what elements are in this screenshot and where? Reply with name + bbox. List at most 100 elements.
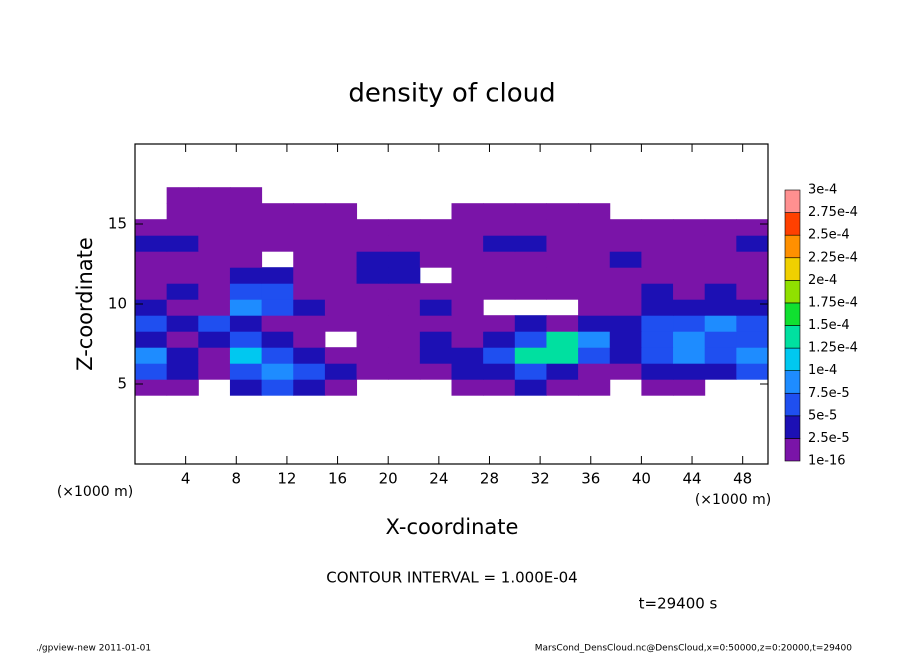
field-cell — [451, 219, 484, 236]
field-cell — [198, 235, 231, 252]
field-cell — [135, 315, 168, 332]
colorbar-segment — [784, 302, 801, 326]
field-cell — [229, 235, 263, 252]
field-cell — [135, 251, 168, 268]
colorbar-segment — [784, 392, 801, 417]
field-cell — [356, 331, 389, 348]
field-cell — [229, 347, 263, 364]
field-cell — [514, 347, 547, 364]
field-cell — [166, 379, 199, 396]
field-cell — [135, 347, 168, 364]
field-cell — [419, 251, 452, 268]
field-cell — [609, 219, 642, 236]
field-cell — [166, 187, 199, 204]
field-cell — [736, 267, 769, 284]
field-cell — [578, 203, 611, 220]
field-cell — [198, 203, 231, 220]
field-cell — [546, 235, 579, 252]
field-cell — [483, 203, 516, 220]
field-cell — [293, 203, 326, 220]
field-cell — [736, 347, 769, 364]
field-cell — [514, 315, 547, 332]
field-cell — [704, 235, 737, 252]
field-cell — [578, 251, 611, 268]
field-cell — [166, 347, 199, 364]
field-cell — [514, 203, 547, 220]
field-cell — [324, 363, 358, 380]
field-cell — [356, 235, 389, 252]
field-cell — [483, 315, 516, 332]
colorbar-segment — [784, 257, 801, 281]
field-cell — [673, 315, 706, 332]
field-cell — [641, 299, 674, 316]
field-cell — [388, 267, 421, 284]
field-cell — [261, 267, 294, 284]
field-cell — [166, 267, 199, 284]
chart-title: density of cloud — [348, 79, 555, 109]
field-cell — [324, 379, 358, 396]
field-cell — [609, 331, 642, 348]
field-cell — [198, 331, 231, 348]
field-cell — [451, 379, 484, 396]
field-cell — [229, 315, 263, 332]
field-cell — [261, 203, 294, 220]
field-cell — [704, 299, 737, 316]
field-cell — [324, 299, 358, 316]
field-cell — [673, 235, 706, 252]
field-cell — [293, 283, 326, 300]
field-cell — [641, 347, 674, 364]
x-tick-label: 4 — [181, 470, 191, 488]
field-cell — [166, 219, 199, 236]
field-cell — [578, 283, 611, 300]
field-cell — [198, 315, 231, 332]
field-cell — [736, 299, 769, 316]
colorbar-segment — [784, 280, 801, 304]
field-cell — [609, 363, 642, 380]
field-cell — [673, 299, 706, 316]
field-cell — [261, 347, 294, 364]
x-tick-label: 20 — [379, 470, 398, 488]
field-cell — [673, 347, 706, 364]
field-cell — [546, 203, 579, 220]
field-cell — [356, 251, 389, 268]
field-cell — [166, 363, 199, 380]
field-cell — [293, 347, 326, 364]
field-cell — [261, 219, 294, 236]
y-tick-label: 10 — [108, 295, 127, 313]
field-cell — [198, 267, 231, 284]
field-cell — [198, 251, 231, 268]
field-cell — [483, 379, 516, 396]
field-cell — [135, 267, 168, 284]
field-cell — [451, 331, 484, 348]
field-cell — [324, 219, 358, 236]
field-cell — [324, 315, 358, 332]
field-cell — [388, 347, 421, 364]
field-cell — [293, 315, 326, 332]
field-cell — [166, 299, 199, 316]
field-cell — [514, 219, 547, 236]
field-cell — [166, 203, 199, 220]
field-cell — [609, 299, 642, 316]
field-cell — [736, 363, 769, 380]
field-cell — [704, 363, 737, 380]
footer-right: MarsCond_DensCloud.nc@DensCloud,x=0:5000… — [535, 644, 852, 654]
field-cell — [229, 331, 263, 348]
footer-left: ./gpview-new 2011-01-01 — [36, 644, 151, 654]
field-cell — [388, 363, 421, 380]
field-cell — [198, 363, 231, 380]
field-cell — [356, 363, 389, 380]
y-axis-unit: (×1000 m) — [57, 484, 133, 500]
colorbar-label: 3e-4 — [808, 183, 837, 198]
colorbar-label: 5e-5 — [808, 408, 837, 423]
time-label: t=29400 s — [639, 595, 718, 613]
field-cell — [451, 363, 484, 380]
field-cell — [229, 203, 263, 220]
colorbar-label: 2e-4 — [808, 273, 837, 288]
field-cell — [229, 299, 263, 316]
field-cell — [736, 331, 769, 348]
field-cell — [419, 347, 452, 364]
field-cell — [578, 379, 611, 396]
y-tick-label: 5 — [117, 375, 127, 393]
field-cell — [356, 347, 389, 364]
x-tick-label: 12 — [277, 470, 296, 488]
